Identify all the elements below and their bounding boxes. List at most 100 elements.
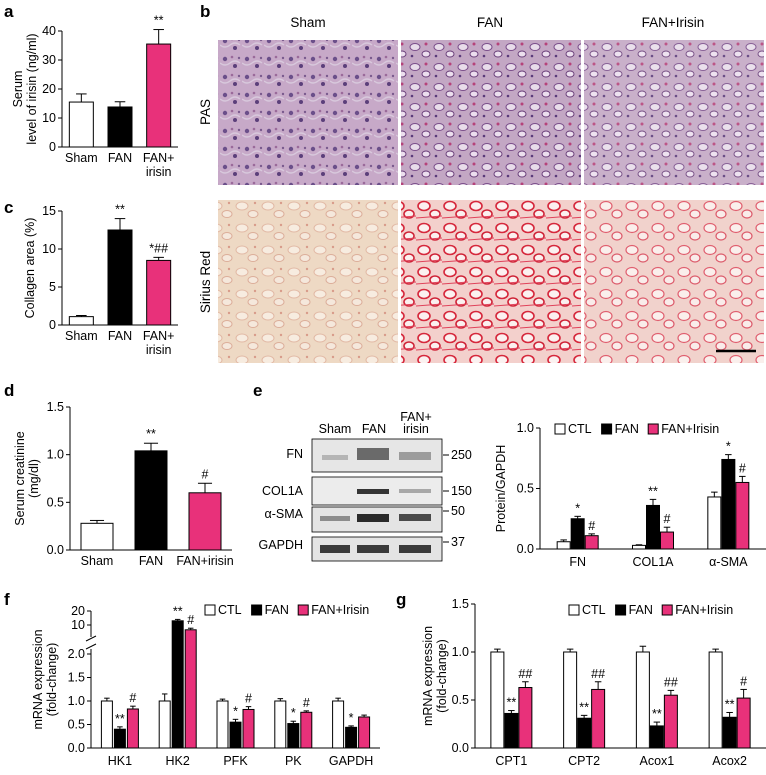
sig-label: * [291,706,296,720]
pas-irisin-image [584,40,764,185]
sig-label: *## [149,241,168,255]
bar-FAN+Irisin-FN [584,535,599,550]
x-tick-label: PFK [223,754,248,768]
hist-col-sham: Sham [290,15,325,30]
y-axis-label: Collagen area (%) [23,218,37,319]
y-axis-label-line: mRNA expression [31,629,45,729]
sig-label: ** [725,697,735,711]
bar-1 [107,106,133,148]
band [399,514,431,521]
marker-50: 50 [451,504,465,518]
y-tick-label: 1.0 [47,448,64,462]
legend-label-0: CTL [218,603,242,617]
y-tick-label: 5 [49,280,56,294]
bar-FAN-HK2 [171,620,184,749]
y-tick-label: 0.0 [517,542,534,556]
y-tick-label: 0.0 [47,543,64,557]
chart-c: 0 5 10 15 Sham ** FAN *## FAN+irisin Collagen are… [23,203,178,357]
bar-FAN+Irisin-CPT2 [591,688,606,749]
marker-150: 150 [451,484,472,498]
x-tick-label: CPT1 [495,754,527,768]
x-tick-label: PK [285,754,302,768]
bar-FAN+Irisin-Acox2 [736,697,751,749]
bar-1 [134,450,168,551]
legend-label-1: FAN [629,603,653,617]
blot-label-col1a: COL1A [262,484,304,498]
panel-label-f: f [4,590,10,609]
x-tick-label: COL1A [633,555,675,569]
sig-label: ## [518,667,532,681]
legend-label-2: FAN+Irisin [311,603,369,617]
bar-FAN+Irisin-HK1 [126,708,139,749]
bar-2 [146,43,172,148]
legend-label-1: FAN [265,603,289,617]
y-axis-label-line: Collagen area (%) [23,218,37,319]
sig-label: * [349,711,354,725]
blot-lane-sham: Sham [319,422,352,436]
pas-sham-image [218,40,398,185]
y-tick-label: 30 [42,53,56,67]
sig-label: ** [579,700,589,714]
y-tick-label: 0.0 [68,741,85,755]
legend-label-1: FAN [615,422,639,436]
marker-250: 250 [451,448,472,462]
y-axis-label-line: (mg/dl) [27,459,41,498]
bar-2 [146,259,172,326]
blot-label-gapdh: GAPDH [259,538,303,552]
panel-label-d: d [4,381,14,400]
y-tick-label: 0.5 [452,693,469,707]
band [399,489,431,493]
bar-CTL-α-SMA [707,496,722,550]
blot-label-asma: α-SMA [265,507,304,521]
y-axis-label-line: (fold-change) [435,639,449,713]
y-tick-label: 10 [71,618,85,632]
bar-FAN+Irisin-HK2 [184,629,197,749]
hist-row-pas: PAS [198,99,213,125]
hist-row-sirius: Sirius Red [198,251,213,313]
sig-label: ## [664,675,678,689]
sirius-irisin-image [584,200,764,363]
chart-a: 0 10 20 30 40 Sham FAN ** FAN+irisin Serumlevel o… [11,14,178,179]
y-tick-label: 1.0 [517,421,534,435]
bar-CTL-PFK [216,700,229,749]
x-tick-label: HK1 [108,754,132,768]
x-tick-label: FAN+ [143,151,175,165]
bar-CTL-Acox1 [635,651,650,749]
y-tick-label: 1.0 [452,645,469,659]
bar-FAN-CPT1 [504,712,519,749]
legend-swatch-0 [204,604,216,616]
y-tick-label: 40 [42,24,56,38]
bar-FAN+Irisin-CPT1 [518,687,533,749]
histology-panel: Sham FAN FAN+Irisin PAS Sirius Red [198,15,764,363]
y-tick-label: 1.5 [68,671,85,685]
x-tick-label: HK2 [166,754,190,768]
y-tick-label: 2.0 [68,647,85,661]
bar-FAN-HK1 [113,728,126,749]
y-axis-label-line: Serum creatinine [13,431,27,526]
bar-CTL-Acox2 [708,651,723,749]
panel-label-a: a [4,2,14,21]
legend-swatch-1 [615,604,627,616]
sig-label: # [187,613,194,627]
y-axis-label-line: Serum [11,71,25,108]
x-tick-label: FN [569,555,586,569]
bar-FAN-GAPDH [345,726,358,749]
legend-swatch-2 [661,604,673,616]
legend-swatch-0 [568,604,580,616]
y-axis-label: mRNA expression(fold-change) [421,626,449,726]
sig-label: ** [173,604,183,618]
axis-break-gap [86,637,98,649]
sig-label: * [233,704,238,718]
bar-FAN-PK [287,723,300,749]
y-tick-label: 0.0 [452,741,469,755]
sig-label: # [129,691,136,705]
band [320,545,350,553]
x-tick-label: α-SMA [709,555,748,569]
x-tick-label: FAN [108,329,132,343]
y-tick-label: 0.5 [517,482,534,496]
bar-FAN-CPT2 [577,717,592,749]
x-tick-label: CPT2 [568,754,600,768]
hist-col-fan-irisin: FAN+Irisin [642,15,705,30]
